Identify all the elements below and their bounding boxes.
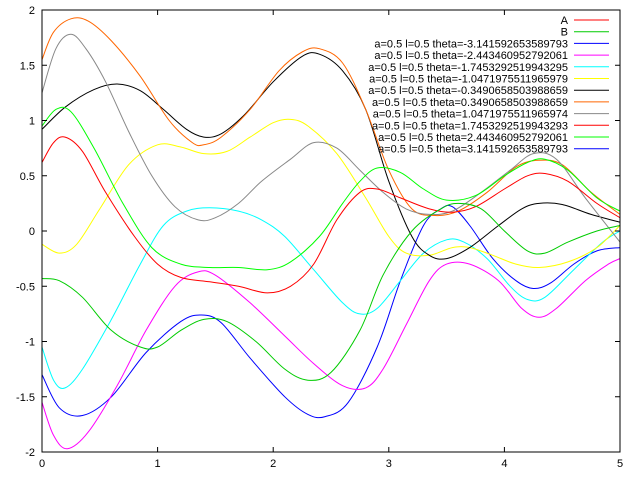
legend-label: a=0.5 l=0.5 theta=-2.443460952792061 [374, 50, 568, 62]
legend-label: a=0.5 l=0.5 theta=1.0471975511965974 [373, 109, 568, 121]
y-tick-label: -0.5 [16, 281, 35, 293]
series-line-2 [41, 204, 621, 419]
legend-label: A [561, 15, 569, 27]
y-tick-label: -1.5 [16, 392, 35, 404]
x-tick-label: 1 [155, 458, 161, 470]
x-tick-label: 5 [617, 458, 623, 470]
x-tick-label: 3 [386, 458, 392, 470]
series-line-9 [41, 136, 621, 294]
series-line-8 [41, 33, 621, 243]
series-line-5 [41, 118, 621, 269]
y-tick-label: 0 [29, 226, 35, 238]
legend: ABa=0.5 l=0.5 theta=-3.141592653589793a=… [368, 15, 609, 156]
x-tick-label: 2 [270, 458, 276, 470]
series-line-6 [41, 52, 621, 260]
series-line-4 [41, 207, 621, 389]
series-line-10 [41, 106, 621, 271]
legend-label: B [561, 27, 568, 39]
series-line-7 [41, 17, 621, 217]
legend-label: a=0.5 l=0.5 theta=0.3490658503988659 [372, 97, 568, 109]
y-tick-label: -2 [25, 447, 35, 459]
legend-label: a=0.5 l=0.5 theta=1.7453292519943293 [372, 120, 568, 132]
y-tick-label: 0.5 [20, 171, 35, 183]
x-tick-label: 0 [39, 458, 45, 470]
y-tick-label: 1.5 [20, 60, 35, 72]
y-tick-label: 2 [29, 5, 35, 17]
legend-label: a=0.5 l=0.5 theta=-3.141592653589793 [374, 38, 568, 50]
legend-label: a=0.5 l=0.5 theta=-1.0471975511965979 [369, 74, 568, 86]
legend-label: a=0.5 l=0.5 theta=3.141592653589793 [378, 144, 568, 156]
axes-layer: 0 1 2 3 4 5 2 1.5 1 0.5 0 -0.5 -1 -1.5 -2 [16, 5, 623, 470]
legend-label: a=0.5 l=0.5 theta=2.443460952792061 [378, 132, 568, 144]
legend-label: a=0.5 l=0.5 theta=-1.7453292519943295 [368, 62, 568, 74]
legend-label: a=0.5 l=0.5 theta=-0.3490658503988659 [368, 85, 568, 97]
series-layer [41, 17, 621, 450]
y-tick-label: -1 [25, 337, 35, 349]
y-tick-label: 1 [29, 116, 35, 128]
series-line-3 [41, 258, 621, 450]
x-tick-label: 4 [501, 458, 507, 470]
series-line-12 [41, 202, 621, 381]
